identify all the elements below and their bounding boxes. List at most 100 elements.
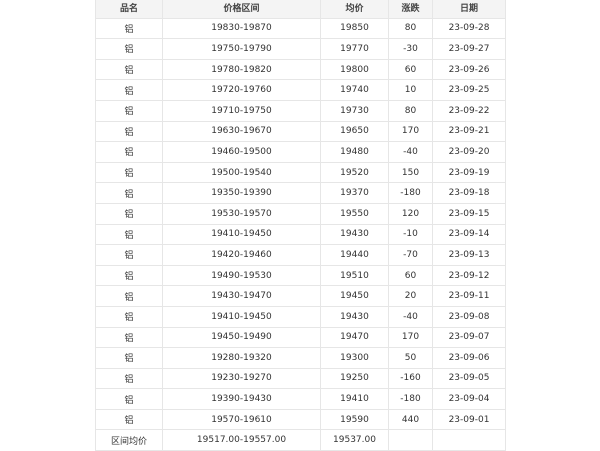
data-row: 铝 19500-19540 19520 150 23-09-19 xyxy=(95,162,506,184)
cell: 铝 xyxy=(95,162,163,184)
header-cell: 均价 xyxy=(320,0,389,19)
cell: 19510 xyxy=(320,265,389,287)
cell: 铝 xyxy=(95,182,163,204)
empty-cell xyxy=(388,429,433,451)
cell: 150 xyxy=(388,162,433,184)
cell: 23-09-22 xyxy=(432,100,506,122)
cell: 铝 xyxy=(95,368,163,390)
cell: 铝 xyxy=(95,347,163,369)
summary-cell: 19517.00-19557.00 xyxy=(162,429,321,451)
cell: 23-09-06 xyxy=(432,347,506,369)
data-row: 铝 19430-19470 19450 20 23-09-11 xyxy=(95,285,506,307)
cell: 23-09-15 xyxy=(432,203,506,225)
data-row: 铝 19830-19870 19850 80 23-09-28 xyxy=(95,18,506,40)
cell: 23-09-27 xyxy=(432,38,506,60)
cell: 铝 xyxy=(95,244,163,266)
cell: -30 xyxy=(388,38,433,60)
data-row: 铝 19280-19320 19300 50 23-09-06 xyxy=(95,347,506,369)
cell: 50 xyxy=(388,347,433,369)
cell: 铝 xyxy=(95,203,163,225)
cell: 19470 xyxy=(320,327,389,349)
cell: 铝 xyxy=(95,79,163,101)
cell: 23-09-11 xyxy=(432,285,506,307)
cell: 60 xyxy=(388,265,433,287)
cell: 铝 xyxy=(95,100,163,122)
data-row: 铝 19570-19610 19590 440 23-09-01 xyxy=(95,409,506,431)
cell: 19420-19460 xyxy=(162,244,321,266)
header-cell: 品名 xyxy=(95,0,163,19)
data-row: 铝 19750-19790 19770 -30 23-09-27 xyxy=(95,38,506,60)
cell: -70 xyxy=(388,244,433,266)
cell: 19500-19540 xyxy=(162,162,321,184)
cell: 23-09-14 xyxy=(432,224,506,246)
cell: 19230-19270 xyxy=(162,368,321,390)
cell: 23-09-18 xyxy=(432,182,506,204)
cell: 19280-19320 xyxy=(162,347,321,369)
cell: 铝 xyxy=(95,306,163,328)
cell: 19460-19500 xyxy=(162,141,321,163)
cell: 170 xyxy=(388,121,433,143)
header-cell: 日期 xyxy=(432,0,506,19)
cell: -10 xyxy=(388,224,433,246)
cell: 23-09-12 xyxy=(432,265,506,287)
cell: 19530-19570 xyxy=(162,203,321,225)
cell: -180 xyxy=(388,388,433,410)
price-table: 品名 价格区间 均价 涨跌 日期 铝 19830-19870 19850 80 23-09-28… xyxy=(95,0,506,451)
cell: 19250 xyxy=(320,368,389,390)
data-row: 铝 19720-19760 19740 10 23-09-25 xyxy=(95,79,506,101)
cell: 19630-19670 xyxy=(162,121,321,143)
cell: 19450 xyxy=(320,285,389,307)
cell: -40 xyxy=(388,141,433,163)
cell: 19750-19790 xyxy=(162,38,321,60)
cell: -40 xyxy=(388,306,433,328)
cell: 23-09-13 xyxy=(432,244,506,266)
cell: 19550 xyxy=(320,203,389,225)
cell: 440 xyxy=(388,409,433,431)
cell: 23-09-25 xyxy=(432,79,506,101)
cell: 19410-19450 xyxy=(162,224,321,246)
data-row: 铝 19710-19750 19730 80 23-09-22 xyxy=(95,100,506,122)
cell: 19490-19530 xyxy=(162,265,321,287)
data-row: 铝 19230-19270 19250 -160 23-09-05 xyxy=(95,368,506,390)
data-row: 铝 19410-19450 19430 -10 23-09-14 xyxy=(95,224,506,246)
cell: 19740 xyxy=(320,79,389,101)
empty-cell xyxy=(432,429,506,451)
cell: 19440 xyxy=(320,244,389,266)
data-row: 铝 19460-19500 19480 -40 23-09-20 xyxy=(95,141,506,163)
cell: 19520 xyxy=(320,162,389,184)
cell: 铝 xyxy=(95,327,163,349)
data-row: 铝 19350-19390 19370 -180 23-09-18 xyxy=(95,182,506,204)
cell: 19830-19870 xyxy=(162,18,321,40)
cell: 19430 xyxy=(320,306,389,328)
cell: 120 xyxy=(388,203,433,225)
cell: 23-09-20 xyxy=(432,141,506,163)
header-cell: 涨跌 xyxy=(388,0,433,19)
summary-row: 区间均价 19517.00-19557.00 19537.00 xyxy=(95,429,506,451)
table-wrap: 品名 价格区间 均价 涨跌 日期 铝 19830-19870 19850 80 23-09-28… xyxy=(95,0,506,451)
cell: 19800 xyxy=(320,59,389,81)
cell: 铝 xyxy=(95,59,163,81)
cell: 23-09-04 xyxy=(432,388,506,410)
cell: 23-09-19 xyxy=(432,162,506,184)
cell: 铝 xyxy=(95,121,163,143)
data-row: 铝 19490-19530 19510 60 23-09-12 xyxy=(95,265,506,287)
cell: 60 xyxy=(388,59,433,81)
cell: 19390-19430 xyxy=(162,388,321,410)
summary-cell: 19537.00 xyxy=(320,429,389,451)
cell: 23-09-07 xyxy=(432,327,506,349)
cell: -160 xyxy=(388,368,433,390)
cell: 19570-19610 xyxy=(162,409,321,431)
cell: 铝 xyxy=(95,285,163,307)
cell: 19710-19750 xyxy=(162,100,321,122)
cell: 19370 xyxy=(320,182,389,204)
data-row: 铝 19410-19450 19430 -40 23-09-08 xyxy=(95,306,506,328)
cell: 19430 xyxy=(320,224,389,246)
data-row: 铝 19530-19570 19550 120 23-09-15 xyxy=(95,203,506,225)
cell: 19410-19450 xyxy=(162,306,321,328)
cell: -180 xyxy=(388,182,433,204)
cell: 23-09-01 xyxy=(432,409,506,431)
data-row: 铝 19390-19430 19410 -180 23-09-04 xyxy=(95,388,506,410)
cell: 铝 xyxy=(95,38,163,60)
data-row: 铝 19420-19460 19440 -70 23-09-13 xyxy=(95,244,506,266)
cell: 19590 xyxy=(320,409,389,431)
